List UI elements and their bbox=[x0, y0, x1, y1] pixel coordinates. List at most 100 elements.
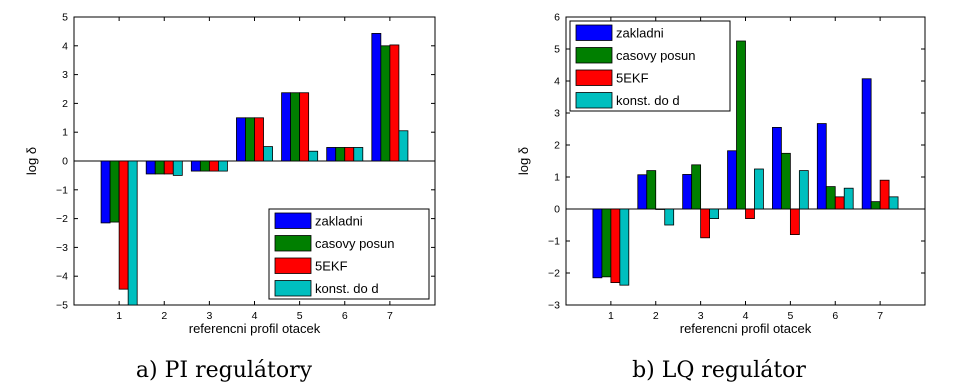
bar bbox=[834, 196, 845, 210]
legend-label: casovy posun bbox=[315, 236, 395, 251]
bar bbox=[870, 201, 881, 210]
bar bbox=[199, 160, 210, 172]
x-tick-label: 2 bbox=[161, 310, 167, 322]
y-axis-label: log δ bbox=[516, 147, 531, 175]
x-tick-label: 3 bbox=[206, 310, 212, 322]
bar bbox=[664, 208, 675, 226]
y-tick-label: 1 bbox=[62, 127, 68, 139]
chart-pi-regulatory: −5 −4 −3 −2 −1 0 1 2 3 4 5 1 2 3 4 5 6 7 referencni profil… bbox=[24, 12, 436, 336]
bar bbox=[646, 170, 657, 210]
legend-label: casovy posun bbox=[616, 48, 696, 63]
y-tick-label: −1 bbox=[548, 236, 560, 248]
bar bbox=[816, 123, 827, 210]
bar bbox=[380, 45, 391, 162]
y-tick-label: −5 bbox=[56, 300, 68, 312]
legend-label: konst. do d bbox=[616, 93, 680, 108]
bar bbox=[163, 160, 174, 175]
legend-swatch bbox=[575, 92, 613, 109]
y-axis-label: log δ bbox=[24, 147, 39, 175]
legend-label: konst. do d bbox=[315, 281, 379, 296]
x-tick-label: 5 bbox=[297, 310, 303, 322]
y-tick-label: 6 bbox=[554, 12, 560, 24]
legend-swatch bbox=[274, 257, 312, 274]
y-tick-label: 5 bbox=[554, 44, 560, 56]
bar bbox=[637, 174, 648, 210]
y-tick-label: 1 bbox=[554, 172, 560, 184]
y-tick-label: −3 bbox=[56, 242, 68, 254]
bar bbox=[145, 160, 156, 175]
x-tick-label: 6 bbox=[342, 310, 348, 322]
legend-swatch bbox=[575, 47, 613, 64]
bar bbox=[236, 117, 246, 162]
bar bbox=[172, 160, 183, 176]
y-tick-label: 3 bbox=[554, 108, 560, 120]
x-tick-label: 4 bbox=[252, 310, 258, 322]
bar bbox=[879, 179, 890, 210]
bar bbox=[700, 208, 711, 239]
x-tick-label: 1 bbox=[608, 310, 614, 322]
bar bbox=[308, 150, 319, 162]
bar bbox=[601, 208, 612, 278]
bar bbox=[781, 152, 791, 210]
x-axis-label: referencni profil otacek bbox=[680, 321, 812, 336]
bar bbox=[127, 160, 138, 306]
bar bbox=[772, 127, 782, 210]
legend-swatch bbox=[274, 280, 312, 297]
bar bbox=[290, 92, 301, 162]
x-tick-label: 1 bbox=[116, 310, 122, 322]
x-tick-label: 7 bbox=[877, 310, 883, 322]
bar bbox=[118, 160, 129, 290]
legend: zakladni casovy posun 5EKF konst. do d bbox=[268, 208, 430, 300]
bar bbox=[727, 150, 737, 210]
bar bbox=[344, 147, 355, 162]
x-tick-label: 7 bbox=[387, 310, 393, 322]
bar bbox=[326, 147, 337, 162]
chart-lq-regulator: −3 −2 −1 0 1 2 3 4 5 6 1 2 3 4 5 6 7 referencni profil ot… bbox=[516, 12, 926, 336]
bar bbox=[254, 117, 264, 162]
y-tick-label: −3 bbox=[548, 300, 560, 312]
x-tick-label: 5 bbox=[787, 310, 793, 322]
bar bbox=[109, 160, 120, 223]
bar bbox=[154, 160, 165, 175]
bar bbox=[682, 174, 693, 210]
caption-b: b) LQ regulátor bbox=[632, 358, 806, 383]
caption-a: a) PI regulátory bbox=[136, 358, 313, 383]
bar bbox=[398, 130, 409, 162]
bar bbox=[389, 44, 400, 162]
bar bbox=[100, 160, 111, 224]
y-tick-label: 2 bbox=[554, 140, 560, 152]
legend-label: 5EKF bbox=[616, 71, 649, 86]
bar bbox=[691, 164, 702, 210]
y-tick-label: 4 bbox=[62, 40, 68, 52]
y-tick-label: −2 bbox=[56, 213, 68, 225]
legend-swatch bbox=[274, 235, 312, 252]
bar bbox=[299, 92, 310, 162]
bar bbox=[736, 40, 746, 210]
y-tick-label: 2 bbox=[62, 98, 68, 110]
y-tick-label: −1 bbox=[56, 184, 68, 196]
bar bbox=[619, 208, 630, 286]
x-tick-label: 4 bbox=[743, 310, 749, 322]
bar bbox=[281, 92, 292, 162]
bar bbox=[208, 160, 219, 172]
bar bbox=[789, 208, 800, 236]
legend-label: zakladni bbox=[315, 214, 363, 229]
bar bbox=[655, 208, 666, 210]
x-axis-label: referencni profil otacek bbox=[189, 321, 321, 336]
legend: zakladni casovy posun 5EKF konst. do d bbox=[569, 20, 731, 112]
bar bbox=[263, 146, 273, 162]
legend-swatch bbox=[575, 69, 613, 86]
bar bbox=[709, 208, 719, 220]
y-tick-label: −4 bbox=[56, 271, 68, 283]
bar bbox=[825, 186, 836, 210]
bar bbox=[217, 160, 228, 172]
bar bbox=[190, 160, 201, 172]
bar bbox=[745, 208, 755, 220]
x-tick-label: 6 bbox=[832, 310, 838, 322]
bar bbox=[245, 117, 255, 162]
legend-swatch bbox=[274, 212, 312, 229]
y-tick-label: 0 bbox=[62, 156, 68, 168]
bar bbox=[335, 147, 346, 162]
bar bbox=[861, 78, 872, 210]
